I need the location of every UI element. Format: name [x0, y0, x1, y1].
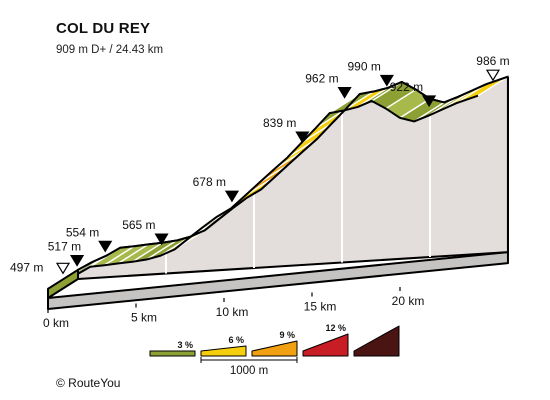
legend-swatch: [149, 350, 196, 357]
marker-filled-icon: [70, 255, 85, 267]
legend-swatch: [302, 333, 349, 357]
chart-title: COL DU REY: [56, 20, 151, 37]
chart-subtitle: 909 m D+ / 24.43 km: [56, 44, 164, 56]
x-tick-label: 5 km: [131, 311, 157, 325]
elevation-label: 517 m: [48, 240, 81, 254]
elevation-label: 990 m: [347, 59, 380, 73]
marker-filled-icon: [224, 190, 240, 203]
legend-label: 9 %: [279, 330, 295, 340]
legend-label: 12 %: [325, 323, 346, 333]
elevation-label: 554 m: [66, 225, 99, 239]
start-wall: [47, 268, 79, 299]
base-slab: [47, 251, 509, 310]
elevation-label: 678 m: [193, 175, 226, 189]
elevation-label: 565 m: [122, 218, 155, 232]
copyright-notice: © RouteYou: [56, 376, 121, 390]
marker-filled-icon: [295, 131, 310, 144]
marker-open-icon: [55, 262, 71, 275]
legend-label: 6 %: [228, 335, 244, 345]
elevation-label: 839 m: [263, 116, 296, 130]
scale-label: 1000 m: [230, 365, 268, 377]
x-tick-label: 15 km: [304, 300, 337, 314]
marker-filled-icon: [422, 95, 437, 108]
marker-open-icon: [485, 69, 501, 82]
profile-front-edge: [47, 94, 479, 290]
marker-filled-icon: [379, 74, 394, 87]
elevation-label: 986 m: [476, 54, 509, 68]
x-tick-label: 0 km: [43, 316, 69, 330]
elevation-label: 497 m: [10, 260, 43, 274]
elevation-label: 962 m: [305, 72, 338, 86]
marker-filled-icon: [154, 233, 169, 246]
legend-swatch: [200, 345, 247, 357]
marker-filled-icon: [337, 87, 352, 99]
legend-label: 3 %: [177, 340, 193, 350]
x-tick-label: 10 km: [216, 305, 249, 319]
x-tick-label: 20 km: [392, 294, 425, 308]
legend-swatch: [353, 325, 400, 357]
legend-swatch: [251, 340, 298, 357]
marker-filled-icon: [98, 240, 113, 253]
elevation-label: 922 m: [390, 80, 423, 94]
